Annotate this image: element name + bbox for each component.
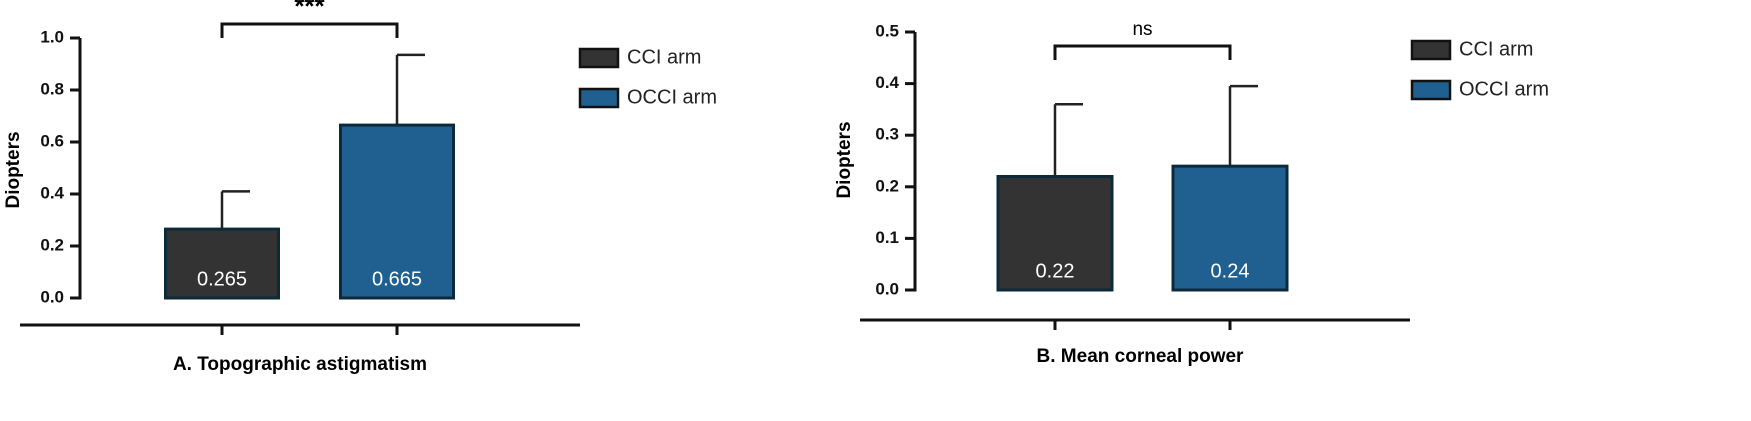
- x-axis-label: A. Topographic astigmatism: [173, 354, 427, 375]
- legend-label: OCCI arm: [627, 86, 717, 108]
- y-tick-label: 0.4: [40, 183, 64, 202]
- legend-swatch: [1410, 79, 1452, 101]
- y-tick-label: 0.2: [40, 235, 64, 254]
- value-label: 0.24: [1211, 260, 1250, 282]
- y-tick-label: 0.0: [875, 279, 899, 298]
- legend-swatch: [1410, 39, 1452, 61]
- legend-label: CCI arm: [1459, 38, 1533, 60]
- bar: [339, 123, 455, 300]
- x-axis-label: B. Mean corneal power: [1037, 346, 1245, 367]
- bar: [164, 227, 280, 300]
- legend-label: OCCI arm: [1459, 78, 1549, 100]
- y-tick-label: 0.3: [875, 125, 899, 144]
- y-tick-label: 0.1: [875, 228, 899, 247]
- bar: [996, 174, 1114, 292]
- significance-bracket: [1053, 44, 1232, 60]
- y-tick-label: 1.0: [40, 27, 64, 46]
- legend-swatch: [578, 87, 620, 109]
- y-tick-label: 0.6: [40, 131, 64, 150]
- significance-label: ***: [294, 0, 325, 21]
- y-tick-label: 0.8: [40, 79, 64, 98]
- value-label: 0.665: [372, 268, 422, 290]
- value-label: 0.265: [197, 268, 247, 290]
- value-label: 0.22: [1036, 260, 1075, 282]
- y-axis-label: Diopters: [3, 131, 24, 208]
- y-tick-label: 0.4: [875, 73, 899, 92]
- significance-label: ns: [1132, 19, 1152, 40]
- bar: [1171, 164, 1289, 292]
- y-tick-label: 0.2: [875, 176, 899, 195]
- y-tick-label: 0.5: [875, 21, 899, 40]
- significance-bracket: [220, 22, 399, 38]
- y-tick-label: 0.0: [40, 287, 64, 306]
- legend-label: CCI arm: [627, 46, 701, 68]
- legend-swatch: [578, 47, 620, 69]
- y-axis-label: Diopters: [834, 121, 855, 198]
